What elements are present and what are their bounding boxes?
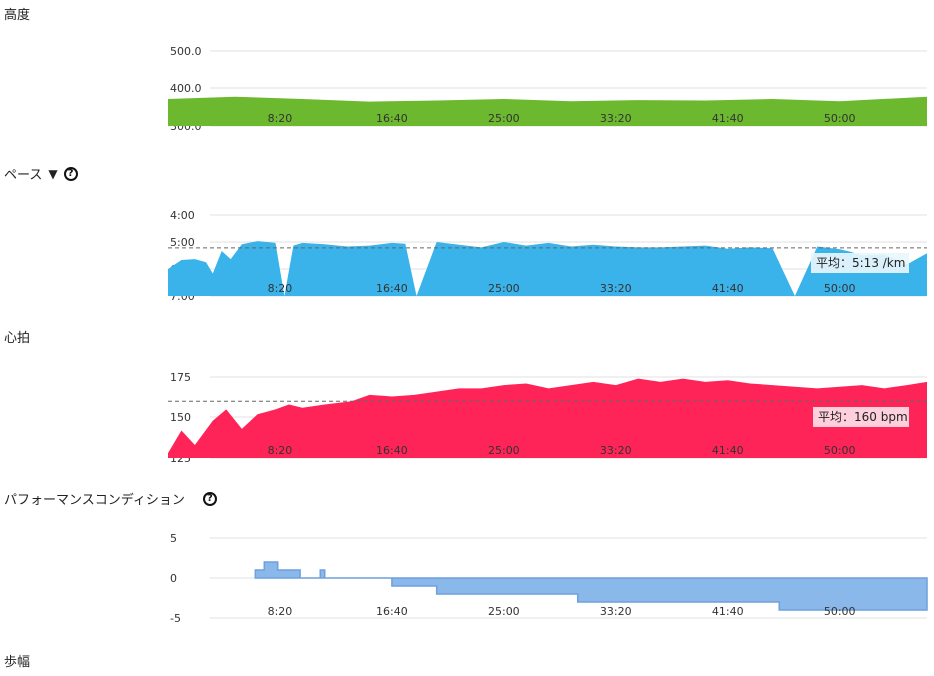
- y-tick-label: 400.0: [170, 82, 202, 95]
- y-tick-label: 175: [170, 371, 191, 384]
- x-tick-label: 25:00: [488, 282, 520, 295]
- y-tick-label: 500.0: [170, 45, 202, 58]
- y-tick-label: 5:00: [170, 236, 195, 249]
- stride-title-text: 歩幅: [4, 655, 31, 670]
- x-tick-label: 16:40: [376, 444, 408, 457]
- y-tick-label: 150: [170, 411, 191, 424]
- x-tick-label: 16:40: [376, 112, 408, 125]
- performance-chart: 5 0 -5 8:20 16:40 25:00 33:20 41:40 50:00: [170, 532, 928, 625]
- x-tick-label: 25:00: [488, 605, 520, 618]
- pace-help-icon[interactable]: ?: [63, 166, 78, 181]
- y-tick-label: 5: [170, 532, 177, 545]
- altitude-area: [168, 96, 927, 126]
- x-tick-label: 25:00: [488, 112, 520, 125]
- pace-dropdown-caret-icon[interactable]: ▼: [48, 166, 58, 181]
- pace-title-text: ペース: [4, 168, 43, 183]
- x-tick-label: 8:20: [268, 605, 293, 618]
- stride-title: 歩幅: [4, 651, 30, 670]
- altitude-title: 高度: [4, 4, 30, 23]
- x-tick-label: 41:40: [712, 282, 744, 295]
- x-tick-label: 8:20: [268, 444, 293, 457]
- x-tick-label: 33:20: [600, 282, 632, 295]
- average-label: 平均：5:13 /km: [816, 256, 905, 270]
- heart-rate-title-text: 心拍: [4, 331, 31, 346]
- y-tick-label: -5: [170, 612, 181, 625]
- x-tick-label: 8:20: [268, 112, 293, 125]
- x-tick-label: 41:40: [712, 112, 744, 125]
- x-tick-label: 41:40: [712, 605, 744, 618]
- x-tick-label: 16:40: [376, 605, 408, 618]
- performance-help-icon[interactable]: ?: [202, 491, 217, 506]
- altitude-title-text: 高度: [4, 8, 31, 23]
- performance-title-text: パフォーマンスコンディション: [4, 493, 185, 508]
- y-tick-label: 4:00: [170, 209, 195, 222]
- x-tick-label: 25:00: [488, 444, 520, 457]
- pace-title: ペース ▼ ?: [4, 164, 78, 183]
- x-tick-label: 33:20: [600, 605, 632, 618]
- x-tick-label: 8:20: [268, 282, 293, 295]
- x-tick-label: 50:00: [824, 444, 856, 457]
- average-label: 平均：160 bpm: [818, 410, 908, 424]
- x-tick-label: 41:40: [712, 444, 744, 457]
- pace-area: [168, 241, 927, 296]
- average-label-box: [813, 407, 909, 427]
- x-tick-label: 50:00: [824, 112, 856, 125]
- heart-rate-title: 心拍: [4, 327, 30, 346]
- x-tick-label: 16:40: [376, 282, 408, 295]
- performance-area: [254, 561, 928, 611]
- pace-chart: 4:005:006:007:008:2016:4025:0033:2041:40…: [167, 209, 928, 303]
- heart_rate-area: [168, 378, 927, 458]
- y-tick-label: 0: [170, 572, 177, 585]
- performance-title: パフォーマンスコンディション ?: [4, 489, 217, 508]
- x-tick-label: 33:20: [600, 444, 632, 457]
- x-tick-label: 33:20: [600, 112, 632, 125]
- x-tick-label: 50:00: [824, 605, 856, 618]
- average-label-box: [811, 253, 909, 273]
- x-tick-label: 50:00: [824, 282, 856, 295]
